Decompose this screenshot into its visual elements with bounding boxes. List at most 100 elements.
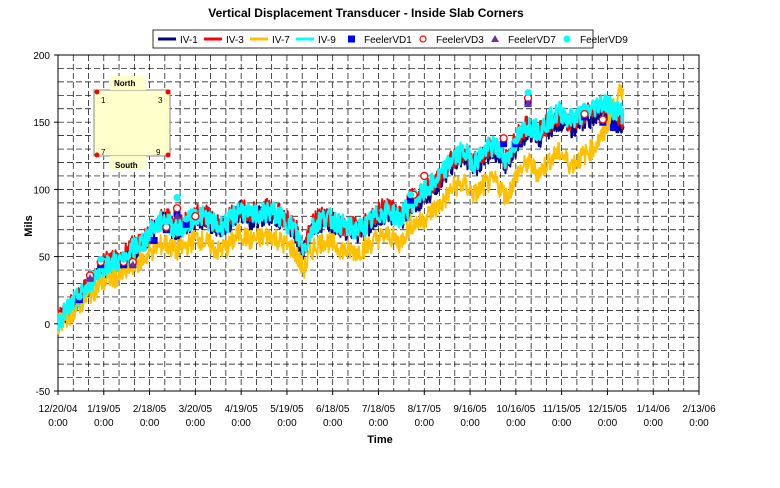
marker-feelervd9 bbox=[75, 293, 83, 301]
x-tick-label-time: 0:00 bbox=[48, 418, 68, 429]
marker-feelervd3 bbox=[598, 115, 607, 124]
slab-inset: North South 1 3 7 9 bbox=[93, 76, 171, 170]
x-axis: 12/20/04 0:00 1/19/05 0:00 2/18/05 0:00 3/20/0… bbox=[39, 391, 716, 429]
marker-feelervd9 bbox=[182, 215, 190, 223]
legend-swatch-feelervd1 bbox=[348, 35, 355, 43]
marker-feelervd9 bbox=[610, 107, 618, 115]
marker-feelervd1 bbox=[182, 220, 190, 228]
y-axis: -50 0 50 100 150 200 bbox=[33, 51, 58, 398]
corner-dot-7 bbox=[94, 152, 100, 158]
y-tick-label: 100 bbox=[33, 185, 50, 196]
y-tick-label: 0 bbox=[44, 320, 50, 331]
x-tick-label-time: 0:00 bbox=[415, 418, 435, 429]
x-tick-label: 11/15/05 bbox=[543, 404, 582, 415]
marker-feelervd7 bbox=[173, 212, 182, 220]
marker-feelervd9 bbox=[599, 102, 607, 110]
legend-swatch-feelervd7 bbox=[491, 35, 499, 42]
north-tab bbox=[110, 76, 146, 90]
legend-label-iv-7: IV-7 bbox=[272, 35, 290, 46]
x-tick-label: 2/13/06 bbox=[682, 404, 716, 415]
legend-label-feelervd3: FeelerVD3 bbox=[436, 35, 484, 46]
marker-feelervd7 bbox=[128, 260, 137, 268]
marker-feelervd3 bbox=[191, 212, 200, 221]
marker-feelervd9 bbox=[120, 255, 128, 263]
chart-title: Vertical Displacement Transducer - Insid… bbox=[208, 6, 524, 20]
legend-label-iv-1: IV-1 bbox=[180, 35, 198, 46]
x-tick-label-time: 0:00 bbox=[460, 418, 480, 429]
x-axis-label: Time bbox=[367, 434, 392, 446]
south-label: South bbox=[115, 161, 138, 170]
legend-label-feelervd1: FeelerVD1 bbox=[364, 35, 412, 46]
legend-swatch-feelervd9 bbox=[563, 35, 571, 43]
x-tick-label: 4/19/05 bbox=[224, 404, 258, 415]
marker-feelervd3 bbox=[420, 171, 429, 181]
marker-feelervd9 bbox=[162, 218, 170, 226]
marker-feelervd1 bbox=[150, 236, 158, 244]
x-tick-label: 8/17/05 bbox=[408, 404, 442, 415]
north-label: North bbox=[114, 79, 135, 88]
legend-frame bbox=[152, 29, 594, 49]
south-tab bbox=[110, 156, 146, 170]
marker-feelervd9 bbox=[407, 191, 415, 199]
x-tick-label: 12/15/05 bbox=[588, 404, 627, 415]
x-tick-label-time: 0:00 bbox=[277, 418, 297, 429]
x-tick-label-time: 0:00 bbox=[689, 418, 709, 429]
y-tick-label: 50 bbox=[39, 253, 51, 264]
x-tick-label: 5/19/05 bbox=[270, 404, 304, 415]
y-axis-label: Mils bbox=[23, 215, 35, 236]
marker-feelervd7 bbox=[524, 99, 533, 107]
x-tick-label-time: 0:00 bbox=[369, 418, 389, 429]
corner-dot-9 bbox=[165, 152, 171, 158]
marker-feelervd1 bbox=[500, 140, 508, 148]
legend-swatch-feelervd3 bbox=[419, 35, 427, 43]
marker-feelervd9 bbox=[173, 193, 181, 201]
corner-label-1: 1 bbox=[101, 96, 106, 105]
x-tick-label-time: 0:00 bbox=[323, 418, 343, 429]
x-tick-label: 1/19/05 bbox=[87, 404, 121, 415]
legend-label-iv-9: IV-9 bbox=[318, 35, 336, 46]
y-tick-label: 150 bbox=[33, 118, 50, 129]
marker-feelervd1 bbox=[610, 124, 618, 132]
legend-label-feelervd7: FeelerVD7 bbox=[508, 35, 556, 46]
x-tick-label-time: 0:00 bbox=[140, 418, 160, 429]
x-tick-label: 10/16/05 bbox=[496, 404, 535, 415]
x-tick-label: 2/18/05 bbox=[133, 404, 167, 415]
corner-dot-3 bbox=[165, 89, 171, 95]
y-tick-label: -50 bbox=[36, 387, 51, 398]
corner-label-3: 3 bbox=[158, 96, 163, 105]
marker-feelervd3 bbox=[499, 134, 508, 143]
corner-label-7: 7 bbox=[101, 148, 106, 157]
x-tick-label-time: 0:00 bbox=[186, 418, 206, 429]
x-tick-label: 6/18/05 bbox=[316, 404, 350, 415]
corner-dot-1 bbox=[94, 89, 100, 95]
y-tick-label: 200 bbox=[33, 51, 50, 62]
x-tick-label-time: 0:00 bbox=[94, 418, 114, 429]
x-tick-label-time: 0:00 bbox=[506, 418, 526, 429]
x-tick-label: 9/16/05 bbox=[453, 404, 487, 415]
marker-layer bbox=[75, 89, 618, 304]
legend-label-feelervd9: FeelerVD9 bbox=[580, 35, 628, 46]
marker-feelervd3 bbox=[580, 109, 589, 119]
plot-area bbox=[56, 54, 700, 392]
x-tick-label-time: 0:00 bbox=[231, 418, 251, 429]
series-line-iv-7 bbox=[57, 83, 625, 335]
x-tick-label-time: 0:00 bbox=[598, 418, 618, 429]
marker-feelervd9 bbox=[97, 255, 105, 263]
x-tick-label: 12/20/04 bbox=[39, 404, 78, 415]
legend-label-iv-3: IV-3 bbox=[226, 35, 244, 46]
x-tick-label-time: 0:00 bbox=[552, 418, 572, 429]
marker-feelervd9 bbox=[524, 89, 532, 97]
x-tick-label: 1/14/06 bbox=[637, 404, 671, 415]
marker-feelervd9 bbox=[139, 245, 147, 253]
marker-feelervd7 bbox=[86, 274, 95, 282]
legend: IV-1 IV-3 IV-7 IV-9 FeelerVD1 FeelerVD3 Feeler… bbox=[152, 29, 628, 49]
x-tick-label-time: 0:00 bbox=[643, 418, 663, 429]
x-tick-label: 3/20/05 bbox=[179, 404, 213, 415]
corner-label-9: 9 bbox=[156, 148, 161, 157]
series-line-iv-9 bbox=[56, 94, 625, 332]
marker-feelervd1 bbox=[407, 196, 415, 204]
slab-diagram bbox=[93, 89, 171, 157]
series-layer bbox=[56, 83, 625, 335]
